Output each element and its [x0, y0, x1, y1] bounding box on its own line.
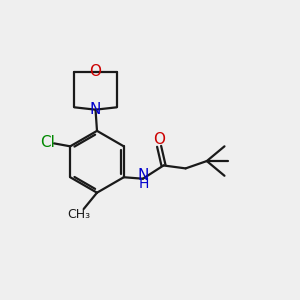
Text: Cl: Cl	[40, 135, 55, 150]
Text: CH₃: CH₃	[67, 208, 90, 221]
Text: O: O	[89, 64, 101, 80]
Text: H: H	[138, 177, 149, 191]
Text: N: N	[138, 168, 149, 183]
Text: N: N	[90, 102, 101, 117]
Text: O: O	[153, 132, 165, 147]
